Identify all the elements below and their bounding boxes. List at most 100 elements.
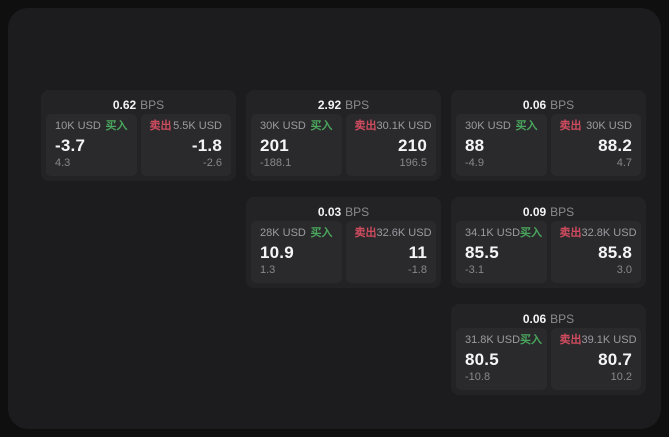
sell-tile-header: 卖出 30K USD: [560, 121, 633, 132]
buy-tile-header: 10K USD 买入: [55, 121, 128, 132]
bps-header: 0.62 BPS: [46, 95, 231, 114]
bps-value: 0.62: [112, 97, 137, 112]
bps-unit-label: BPS: [345, 97, 370, 112]
buy-label: 买入: [310, 120, 333, 132]
sell-price: 80.7: [598, 349, 632, 369]
bps-value: 2.92: [317, 97, 342, 112]
buy-price: 80.5: [465, 349, 499, 369]
bps-unit-label: BPS: [550, 204, 575, 219]
bps-unit-label: BPS: [345, 204, 370, 219]
bps-unit-label: BPS: [140, 97, 165, 112]
buy-label: 买入: [310, 227, 333, 239]
sell-delta: 4.7: [616, 157, 632, 169]
buy-label: 买入: [515, 120, 538, 132]
sell-price: 88.2: [598, 135, 632, 155]
sell-price: 11: [408, 242, 427, 262]
buy-tile-header: 31.8K USD 买入: [465, 334, 542, 346]
bps-header: 0.03 BPS: [251, 202, 436, 221]
sell-delta: -2.6: [203, 157, 222, 169]
buy-amount: 31.8K USD: [465, 334, 521, 346]
buy-delta: 1.3: [260, 264, 276, 276]
sell-delta: 10.2: [610, 371, 632, 383]
buy-label: 买入: [520, 227, 543, 239]
sell-amount: 5.5K USD: [173, 120, 222, 132]
sell-tile[interactable]: 卖出 5.5K USD -1.8 -2.6: [140, 114, 231, 176]
buy-label: 买入: [520, 334, 543, 346]
buy-sell-panes: 30K USD 买入 88 -4.9 卖出 30K USD 88.2 4.7: [456, 114, 641, 176]
sell-delta: 196.5: [399, 157, 427, 169]
sell-tile[interactable]: 卖出 32.8K USD 85.8 3.0: [550, 221, 641, 283]
buy-tile-header: 34.1K USD 买入: [465, 227, 542, 239]
sell-delta: -1.8: [408, 264, 427, 276]
buy-price: 85.5: [465, 242, 499, 262]
sell-tile[interactable]: 卖出 39.1K USD 80.7 10.2: [550, 328, 641, 390]
sell-amount: 32.6K USD: [376, 227, 432, 239]
buy-delta: -3.1: [465, 264, 484, 276]
bps-value: 0.09: [522, 204, 547, 219]
buy-tile-header: 28K USD 买入: [260, 228, 333, 239]
bps-header: 0.09 BPS: [456, 202, 641, 221]
buy-label: 买入: [105, 120, 128, 132]
bps-header: 0.06 BPS: [456, 309, 641, 328]
sell-amount: 30K USD: [586, 120, 632, 132]
sell-price: 210: [398, 135, 427, 155]
buy-price: 10.9: [260, 242, 294, 262]
buy-tile-header: 30K USD 买入: [260, 121, 333, 132]
buy-tile[interactable]: 31.8K USD 买入 80.5 -10.8: [456, 328, 547, 390]
buy-tile[interactable]: 10K USD 买入 -3.7 4.3: [46, 114, 137, 176]
bps-header: 2.92 BPS: [251, 95, 436, 114]
sell-price: 85.8: [598, 242, 632, 262]
buy-delta: 4.3: [55, 157, 71, 169]
sell-delta: 3.0: [616, 264, 632, 276]
bps-unit-label: BPS: [550, 97, 575, 112]
buy-tile[interactable]: 28K USD 买入 10.9 1.3: [251, 221, 342, 283]
buy-tile[interactable]: 30K USD 买入 201 -188.1: [251, 114, 342, 176]
sell-tile[interactable]: 卖出 30K USD 88.2 4.7: [550, 114, 641, 176]
buy-amount: 30K USD: [260, 120, 306, 132]
sell-amount: 32.8K USD: [581, 227, 637, 239]
sell-tile[interactable]: 卖出 30.1K USD 210 196.5: [345, 114, 436, 176]
quote-card: 0.09 BPS 34.1K USD 买入 85.5 -3.1 卖出 32.8K…: [451, 197, 646, 288]
sell-label: 卖出: [559, 120, 582, 132]
buy-price: 88: [465, 135, 485, 155]
buy-amount: 34.1K USD: [465, 227, 521, 239]
bps-value: 0.03: [317, 204, 342, 219]
sell-amount: 30.1K USD: [376, 120, 432, 132]
quote-card: 0.06 BPS 31.8K USD 买入 80.5 -10.8 卖出 39.1…: [451, 304, 646, 395]
buy-amount: 30K USD: [465, 120, 511, 132]
buy-sell-panes: 31.8K USD 买入 80.5 -10.8 卖出 39.1K USD 80.…: [456, 328, 641, 390]
sell-amount: 39.1K USD: [581, 334, 637, 346]
buy-tile-header: 30K USD 买入: [465, 121, 538, 132]
sell-label: 卖出: [559, 227, 582, 239]
buy-sell-panes: 30K USD 买入 201 -188.1 卖出 30.1K USD 210 1…: [251, 114, 436, 176]
buy-sell-panes: 10K USD 买入 -3.7 4.3 卖出 5.5K USD -1.8 -2.…: [46, 114, 231, 176]
sell-tile-header: 卖出 32.6K USD: [354, 227, 432, 239]
bps-header: 0.06 BPS: [456, 95, 641, 114]
sell-tile-header: 卖出 5.5K USD: [150, 121, 223, 132]
sell-price: -1.8: [191, 135, 222, 155]
bps-unit-label: BPS: [550, 311, 575, 326]
buy-amount: 10K USD: [55, 120, 101, 132]
quote-card: 0.62 BPS 10K USD 买入 -3.7 4.3 卖出 5.5K USD…: [41, 90, 236, 181]
buy-delta: -4.9: [465, 157, 484, 169]
buy-delta: -188.1: [260, 157, 292, 169]
sell-label: 卖出: [354, 120, 377, 132]
sell-tile-header: 卖出 32.8K USD: [559, 227, 637, 239]
bps-value: 0.06: [522, 311, 547, 326]
buy-tile[interactable]: 34.1K USD 买入 85.5 -3.1: [456, 221, 547, 283]
bps-value: 0.06: [522, 97, 547, 112]
quote-card: 0.06 BPS 30K USD 买入 88 -4.9 卖出 30K USD 8…: [451, 90, 646, 181]
quote-card: 2.92 BPS 30K USD 买入 201 -188.1 卖出 30.1K …: [246, 90, 441, 181]
sell-label: 卖出: [559, 334, 582, 346]
sell-label: 卖出: [354, 227, 377, 239]
buy-price: 201: [260, 135, 289, 155]
buy-tile[interactable]: 30K USD 买入 88 -4.9: [456, 114, 547, 176]
sell-tile-header: 卖出 30.1K USD: [354, 120, 432, 132]
sell-label: 卖出: [149, 120, 172, 132]
sell-tile-header: 卖出 39.1K USD: [559, 334, 637, 346]
buy-sell-panes: 28K USD 买入 10.9 1.3 卖出 32.6K USD 11 -1.8: [251, 221, 436, 283]
buy-sell-panes: 34.1K USD 买入 85.5 -3.1 卖出 32.8K USD 85.8…: [456, 221, 641, 283]
buy-price: -3.7: [55, 135, 86, 155]
sell-tile[interactable]: 卖出 32.6K USD 11 -1.8: [345, 221, 436, 283]
buy-amount: 28K USD: [260, 227, 306, 239]
